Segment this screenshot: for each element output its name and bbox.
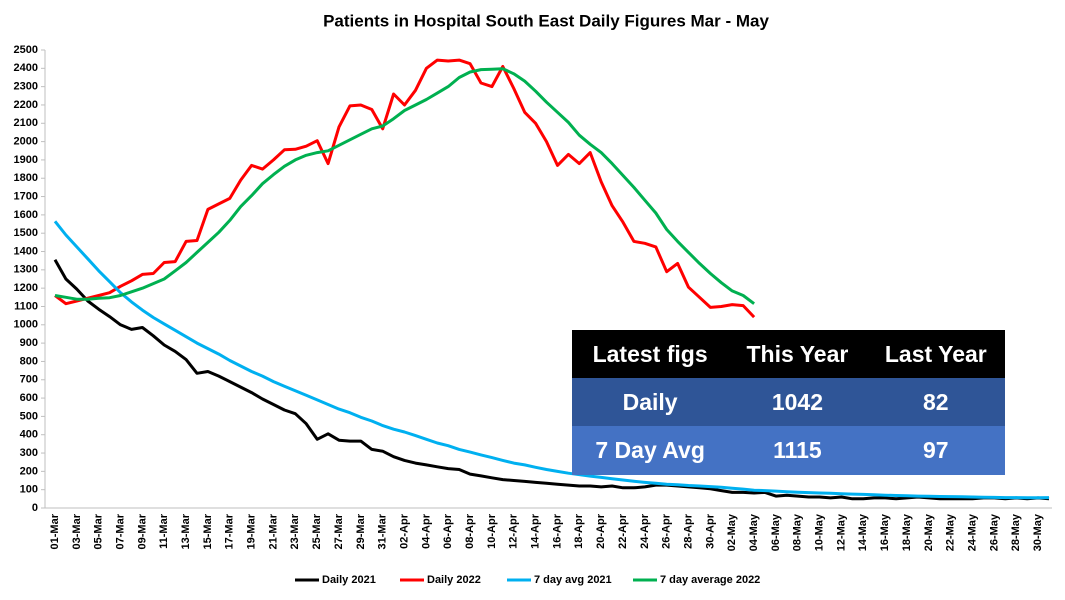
y-tick-label: 900 (20, 337, 38, 349)
legend-label: Daily 2022 (427, 574, 481, 586)
series-line (53, 220, 1050, 500)
y-tick-label: 700 (20, 374, 38, 386)
cell: 1115 (773, 437, 822, 463)
x-tick-label: 27-Mar (333, 513, 345, 549)
series-line (54, 58, 756, 319)
x-tick-label: 10-Apr (486, 513, 498, 549)
x-tick-label: 06-May (770, 513, 782, 551)
y-tick-label: 1500 (14, 227, 38, 239)
series-line (54, 67, 756, 305)
series-line (53, 259, 1050, 501)
legend-label: 7 day average 2022 (660, 574, 760, 586)
x-tick-label: 22-May (945, 513, 957, 551)
x-tick-label: 19-Mar (246, 513, 258, 549)
x-tick-label: 10-May (814, 513, 826, 551)
x-tick-label: 04-Apr (420, 513, 432, 549)
y-tick-label: 1100 (14, 300, 38, 312)
table-row: 7 Day Avg 1115 97 (572, 426, 1005, 475)
y-tick-label: 2300 (14, 81, 38, 93)
x-tick-label: 28-May (1010, 513, 1022, 551)
x-tick-label: 26-Apr (661, 513, 673, 549)
y-tick-label: 2400 (14, 62, 38, 74)
y-tick-label: 2200 (14, 99, 38, 111)
y-tick-label: 400 (20, 429, 38, 441)
y-tick-label: 800 (20, 355, 38, 367)
legend-label: Daily 2021 (322, 574, 376, 586)
x-tick-label: 14-May (857, 513, 869, 551)
x-tick-label: 16-May (879, 513, 891, 551)
x-tick-label: 02-Apr (398, 513, 410, 549)
y-tick-label: 1400 (14, 245, 38, 257)
y-tick-label: 600 (20, 392, 38, 404)
x-tick-label: 15-Mar (202, 513, 214, 549)
x-tick-label: 18-May (901, 513, 913, 551)
table-row: Daily 1042 82 (572, 378, 1005, 426)
x-tick-label: 06-Apr (442, 513, 454, 549)
x-tick-label: 09-Mar (136, 513, 148, 549)
x-tick-label: 03-Mar (71, 513, 83, 549)
x-tick-label: 11-Mar (158, 513, 170, 549)
x-tick-label: 08-Apr (464, 513, 476, 549)
x-tick-label: 07-Mar (114, 513, 126, 549)
y-tick-label: 1300 (14, 264, 38, 276)
x-tick-label: 29-Mar (355, 513, 367, 549)
x-tick-label: 22-Apr (617, 513, 629, 549)
x-tick-label: 17-Mar (224, 513, 236, 549)
y-tick-label: 1200 (14, 282, 38, 294)
x-tick-label: 28-Apr (682, 513, 694, 549)
cell: Daily (622, 388, 678, 415)
y-tick-label: 1000 (14, 319, 38, 331)
header-cell: Last Year (884, 340, 987, 367)
x-tick-label: 14-Apr (530, 513, 542, 549)
x-tick-label: 18-Apr (573, 513, 585, 549)
y-tick-label: 2000 (14, 136, 38, 148)
y-tick-label: 300 (20, 447, 38, 459)
x-tick-label: 01-Mar (49, 513, 61, 549)
y-tick-label: 1800 (14, 172, 38, 184)
cell: 97 (923, 437, 949, 463)
x-tick-label: 02-May (726, 513, 738, 551)
y-tick-label: 1900 (14, 154, 38, 166)
y-tick-label: 0 (32, 502, 38, 514)
x-tick-label: 20-Apr (595, 513, 607, 549)
cell: 7 Day Avg (595, 437, 705, 463)
y-tick-label: 2100 (14, 117, 38, 129)
x-tick-label: 16-Apr (551, 513, 563, 549)
x-tick-label: 05-Mar (93, 513, 105, 549)
cell: 1042 (771, 388, 823, 415)
x-tick-label: 08-May (792, 513, 804, 551)
table-header: Latest figs This Year Last Year (572, 330, 1005, 378)
x-tick-label: 12-May (835, 513, 847, 551)
y-tick-label: 2500 (14, 44, 38, 56)
x-tick-label: 26-May (988, 513, 1000, 551)
x-tick-label: 21-Mar (267, 513, 279, 549)
legend-label: 7 day avg 2021 (534, 574, 612, 586)
y-tick-label: 100 (20, 484, 38, 496)
x-tick-label: 31-Mar (377, 513, 389, 549)
y-tick-label: 200 (20, 465, 38, 477)
y-tick-label: 1700 (14, 190, 38, 202)
x-tick-label: 30-Apr (704, 513, 716, 549)
x-tick-label: 24-May (966, 513, 978, 551)
x-tick-label: 13-Mar (180, 513, 192, 549)
header-cell: This Year (746, 340, 849, 367)
y-tick-label: 500 (20, 410, 38, 422)
x-tick-label: 24-Apr (639, 513, 651, 549)
header-cell: Latest figs (592, 340, 708, 367)
y-tick-label: 1600 (14, 209, 38, 221)
summary-table: Latest figs This Year Last Year Daily 10… (572, 330, 1005, 475)
x-tick-label: 20-May (923, 513, 935, 551)
x-tick-label: 25-Mar (311, 513, 323, 549)
x-tick-label: 23-Mar (289, 513, 301, 549)
x-tick-label: 04-May (748, 513, 760, 551)
chart-title: Patients in Hospital South East Daily Fi… (323, 11, 769, 30)
x-tick-label: 30-May (1032, 513, 1044, 551)
x-tick-label: 12-Apr (508, 513, 520, 549)
cell: 82 (923, 388, 949, 415)
